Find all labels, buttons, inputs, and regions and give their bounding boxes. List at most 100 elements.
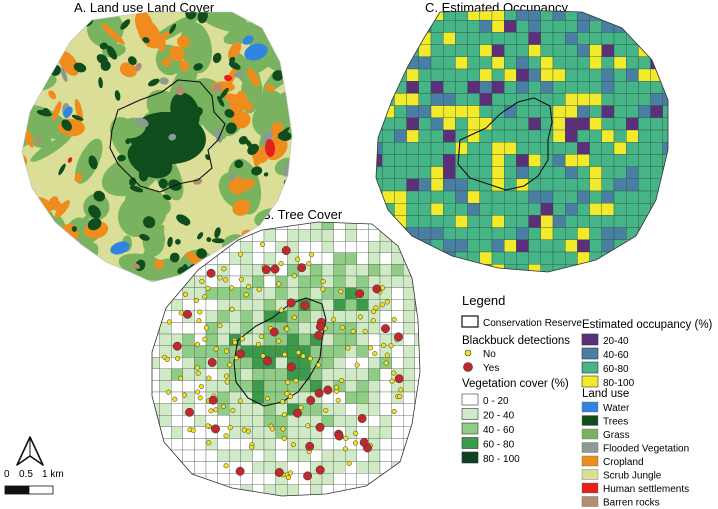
- detection-no-marker: [172, 396, 178, 402]
- detection-no-marker: [398, 387, 404, 393]
- detection-no-marker: [232, 339, 238, 346]
- detection-no-marker: [353, 430, 359, 436]
- occupancy-swatch: [581, 375, 599, 388]
- detection-no-marker: [276, 338, 282, 344]
- detection-no-marker: [350, 328, 356, 334]
- detection-no-marker: [255, 341, 262, 347]
- detection-no-marker: [305, 423, 311, 429]
- detection-no-marker: [264, 396, 270, 402]
- detection-no-marker: [333, 384, 340, 390]
- detection-no-marker: [285, 475, 292, 481]
- detection-no-marker: [307, 356, 313, 362]
- detection-no-marker: [196, 318, 202, 324]
- detection-no-marker: [371, 309, 377, 315]
- detection-no-marker: [284, 326, 290, 332]
- detection-yes-marker: [183, 309, 192, 319]
- detection-yes-marker: [286, 362, 296, 372]
- detection-no-marker: [256, 287, 262, 293]
- detection-no-marker: [345, 345, 351, 351]
- detection-yes-marker: [235, 466, 245, 476]
- occupancy-swatch: [581, 361, 599, 374]
- detection-no-marker: [346, 460, 352, 467]
- detection-yes-label: Yes: [483, 363, 499, 374]
- detection-no-marker: [237, 251, 243, 257]
- detection-no-marker: [383, 360, 389, 366]
- reserve-label: Conservation Reserve: [483, 318, 582, 329]
- detection-no-marker: [384, 352, 390, 358]
- detection-no-marker: [362, 328, 368, 334]
- detection-yes-marker: [300, 301, 310, 310]
- detection-no-marker: [388, 343, 394, 349]
- detection-no-marker: [338, 288, 344, 295]
- scale-bar: 0 0.5 1 km: [4, 469, 64, 495]
- detection-no-marker: [397, 393, 403, 399]
- detection-no-marker: [306, 261, 312, 267]
- detection-no-marker: [190, 427, 196, 433]
- detection-no-marker: [182, 291, 188, 297]
- panel-a-title: A. Land use Land Cover: [74, 0, 215, 15]
- detection-no-marker: [295, 350, 301, 356]
- detection-no-marker: [220, 403, 226, 410]
- reserve-outline-b: [233, 297, 327, 407]
- landuse-swatch: [581, 482, 599, 494]
- detection-yes-marker: [305, 441, 315, 451]
- detection-no-marker: [343, 435, 349, 441]
- vegetation-label: 60 - 80: [483, 440, 515, 451]
- detection-no-marker: [335, 397, 341, 403]
- detection-no-marker: [203, 325, 210, 331]
- detection-no-marker: [223, 463, 229, 469]
- vegetation-swatch: [461, 451, 479, 464]
- vegetation-swatch: [461, 422, 479, 435]
- detection-no-marker: [352, 440, 359, 446]
- vegetation-title: Vegetation cover (%): [462, 378, 569, 390]
- detection-yes-marker: [303, 471, 313, 481]
- detection-yes-marker: [297, 263, 307, 273]
- scale-tick-1km: 1 km: [42, 469, 64, 480]
- detection-yes-marker: [394, 332, 403, 342]
- detection-no-marker: [164, 356, 170, 362]
- occupancy-label: 40-60: [603, 350, 629, 361]
- detection-no-marker: [206, 375, 212, 381]
- reserve-outline-a: [109, 79, 226, 193]
- detection-no-marker: [178, 310, 184, 316]
- scale-tick-half: 0.5: [19, 469, 33, 480]
- detection-no-marker: [287, 470, 294, 476]
- detection-no-marker: [357, 314, 364, 320]
- detection-no-marker: [281, 435, 287, 442]
- detection-no-marker: [280, 426, 286, 432]
- detection-no-marker: [206, 440, 212, 446]
- vegetation-label: 0 - 20: [483, 396, 509, 407]
- detection-no-marker: [205, 423, 211, 429]
- detection-yes-marker: [236, 349, 245, 359]
- detection-no-marker: [224, 379, 230, 385]
- detection-no-marker: [260, 353, 266, 359]
- detection-yes-marker: [211, 424, 220, 434]
- detection-no-marker: [237, 398, 243, 404]
- detection-no-marker: [282, 351, 288, 358]
- detection-no-marker: [239, 336, 246, 342]
- detection-no-marker: [229, 285, 235, 291]
- landuse-label: Grass: [603, 430, 630, 441]
- detection-no-marker: [198, 383, 204, 389]
- panel-b-title: B. Tree Cover: [262, 207, 343, 222]
- landuse-label: Barren rocks: [603, 498, 660, 509]
- detection-yes-marker: [334, 431, 344, 441]
- detection-yes-marker: [315, 465, 325, 475]
- detection-no-marker: [331, 316, 337, 323]
- detection-no-marker: [389, 378, 395, 384]
- detection-no-marker: [308, 252, 314, 258]
- detection-no-marker: [284, 391, 290, 397]
- detection-no-marker: [217, 323, 223, 329]
- detection-yes-marker: [381, 324, 390, 334]
- vegetation-swatch: [461, 437, 479, 449]
- detection-no-marker: [276, 281, 282, 287]
- detection-no-marker: [372, 351, 378, 357]
- detection-no-marker: [259, 333, 265, 340]
- landuse-label: Trees: [603, 417, 628, 428]
- detection-yes-marker: [263, 356, 273, 366]
- occupancy-label: 60-80: [603, 364, 629, 375]
- detection-yes-marker: [207, 358, 217, 367]
- detection-yes-marker: [185, 407, 194, 417]
- detection-yes-marker: [372, 284, 382, 294]
- detection-no-marker: [290, 442, 296, 448]
